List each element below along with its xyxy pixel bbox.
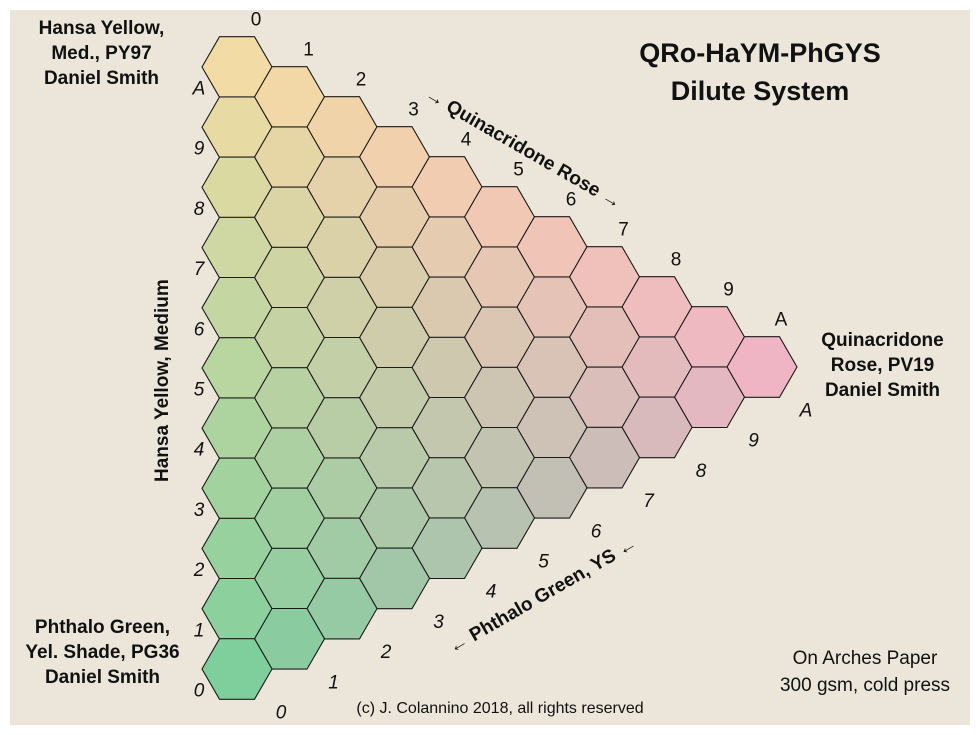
scale-label-bottom: 9: [748, 431, 759, 452]
scale-label-left: 8: [194, 199, 205, 220]
pigment-rose-line-3: Daniel Smith: [824, 380, 941, 401]
pigment-green-line-1: Phthalo Green,: [34, 617, 171, 638]
pigment-yellow-line-1: Hansa Yellow,: [38, 18, 165, 39]
scale-label-left: 4: [194, 440, 205, 461]
scale-label-left: A: [192, 79, 206, 100]
scale-label-top: 5: [513, 160, 524, 181]
pigment-rose-line-2: Rose, PV19: [830, 355, 935, 376]
pigment-yellow-line-3: Daniel Smith: [43, 68, 160, 89]
scale-label-left: 5: [194, 380, 205, 401]
title-line-1: QRo-HaYM-PhGYS: [639, 38, 881, 68]
scale-label-top: 2: [356, 70, 367, 91]
scale-label-top: 8: [671, 250, 682, 271]
diagram-title: QRo-HaYM-PhGYS Dilute System: [600, 34, 920, 110]
pigment-label-green: Phthalo Green, Yel. Shade, PG36 Daniel S…: [10, 615, 195, 690]
scale-label-left: 1: [194, 620, 205, 641]
scale-label-bottom: A: [799, 401, 813, 422]
scale-label-top: 4: [461, 130, 472, 151]
scale-label-top: 3: [408, 100, 419, 121]
scale-label-left: 7: [194, 259, 206, 280]
pigment-rose-line-1: Quinacridone: [821, 330, 944, 351]
edge-label-left: Hansa Yellow, Medium: [152, 279, 173, 482]
pigment-label-yellow: Hansa Yellow, Med., PY97 Daniel Smith: [14, 16, 189, 91]
copyright-text: (c) J. Colannino 2018, all rights reserv…: [356, 700, 644, 717]
scale-label-left: 2: [193, 560, 205, 581]
paper-note-line-1: On Arches Paper: [792, 648, 938, 669]
scale-label-bottom: 2: [380, 642, 392, 663]
scale-label-top: A: [775, 310, 788, 331]
pigment-green-line-3: Daniel Smith: [44, 667, 161, 688]
scale-label-bottom: 7: [643, 491, 655, 512]
scale-label-bottom: 8: [696, 461, 707, 482]
scale-label-bottom: 5: [538, 552, 549, 573]
scale-label-top: 6: [566, 190, 577, 211]
scale-label-bottom: 1: [328, 672, 339, 693]
pigment-yellow-line-2: Med., PY97: [51, 43, 152, 64]
paper-note: On Arches Paper 300 gsm, cold press: [760, 645, 970, 699]
scale-label-top: 0: [251, 10, 262, 31]
scale-label-left: 0: [194, 681, 205, 702]
pigment-green-line-2: Yel. Shade, PG36: [25, 642, 180, 663]
scale-label-bottom: 3: [433, 612, 444, 633]
scale-label-left: 9: [194, 139, 205, 160]
scale-label-top: 7: [618, 220, 629, 241]
paper-note-line-2: 300 gsm, cold press: [779, 675, 951, 696]
scale-label-left: 3: [194, 500, 205, 521]
scale-label-bottom: 6: [591, 521, 602, 542]
scale-label-top: 9: [723, 280, 734, 301]
scale-label-bottom: 4: [486, 582, 497, 603]
scale-label-left: 6: [194, 319, 205, 340]
title-line-2: Dilute System: [670, 76, 850, 106]
color-hex-swatch: [201, 638, 273, 700]
pigment-label-rose: Quinacridone Rose, PV19 Daniel Smith: [800, 328, 965, 403]
scale-label-bottom: 0: [276, 703, 287, 724]
scale-label-top: 1: [303, 40, 314, 61]
